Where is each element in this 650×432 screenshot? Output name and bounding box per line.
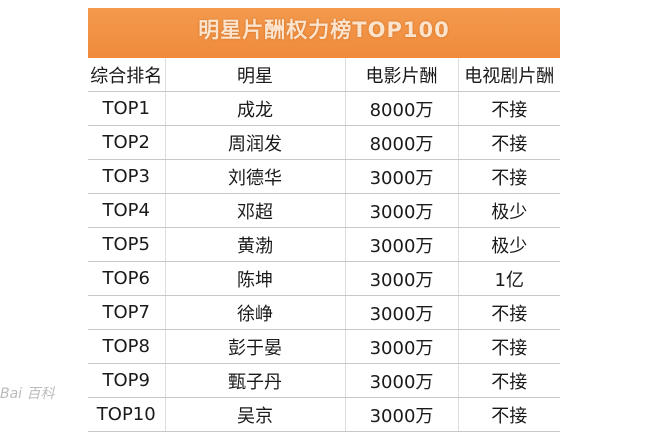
table-row: TOP4 邓超 3000万 极少: [88, 193, 560, 228]
table-row: TOP6 陈坤 3000万 1亿: [88, 261, 560, 296]
cell-movie-fee: 8000万: [344, 91, 458, 126]
cell-movie-fee: 8000万: [344, 125, 458, 160]
cell-star: 黄渤: [164, 227, 345, 262]
cell-tv-fee: 不接: [457, 397, 560, 432]
cell-tv-fee: 1亿: [457, 261, 560, 296]
table-row: TOP1 成龙 8000万 不接: [88, 91, 560, 126]
header-movie-fee: 电影片酬: [344, 58, 458, 92]
cell-rank: TOP7: [88, 295, 165, 330]
cell-tv-fee: 极少: [457, 193, 560, 228]
cell-rank: TOP8: [88, 329, 165, 364]
watermark: Bai 百科: [0, 386, 55, 402]
cell-tv-fee: 不接: [457, 91, 560, 126]
table-row: TOP3 刘德华 3000万 不接: [88, 159, 560, 194]
cell-star: 邓超: [164, 193, 345, 228]
cell-movie-fee: 3000万: [344, 261, 458, 296]
cell-tv-fee: 不接: [457, 329, 560, 364]
cell-star: 周润发: [164, 125, 345, 160]
ranking-table-container: 明星片酬权力榜TOP100 综合排名 明星 电影片酬 电视剧片酬 TOP1 成龙 8…: [88, 8, 560, 432]
cell-star: 成龙: [164, 91, 345, 126]
table-row: TOP8 彭于晏 3000万 不接: [88, 329, 560, 364]
cell-star: 徐峥: [164, 295, 345, 330]
cell-tv-fee: 不接: [457, 125, 560, 160]
cell-rank: TOP3: [88, 159, 165, 194]
header-star: 明星: [164, 58, 345, 92]
header-tv-fee: 电视剧片酬: [457, 58, 560, 92]
cell-tv-fee: 不接: [457, 363, 560, 398]
cell-star: 彭于晏: [164, 329, 345, 364]
cell-rank: TOP2: [88, 125, 165, 160]
table-row: TOP7 徐峥 3000万 不接: [88, 295, 560, 330]
cell-tv-fee: 不接: [457, 159, 560, 194]
cell-rank: TOP10: [88, 397, 165, 432]
cell-rank: TOP9: [88, 363, 165, 398]
table-row: TOP2 周润发 8000万 不接: [88, 125, 560, 160]
salary-table: 综合排名 明星 电影片酬 电视剧片酬 TOP1 成龙 8000万 不接 TOP2 周润发 8…: [88, 58, 560, 432]
table-row: TOP10 吴京 3000万 不接: [88, 397, 560, 432]
cell-rank: TOP5: [88, 227, 165, 262]
cell-star: 刘德华: [164, 159, 345, 194]
header-rank: 综合排名: [88, 58, 165, 92]
cell-rank: TOP1: [88, 91, 165, 126]
cell-movie-fee: 3000万: [344, 159, 458, 194]
table-title: 明星片酬权力榜TOP100: [88, 8, 560, 58]
table-row: TOP5 黄渤 3000万 极少: [88, 227, 560, 262]
cell-star: 甄子丹: [164, 363, 345, 398]
cell-star: 陈坤: [164, 261, 345, 296]
cell-movie-fee: 3000万: [344, 193, 458, 228]
cell-tv-fee: 不接: [457, 295, 560, 330]
cell-rank: TOP4: [88, 193, 165, 228]
header-row: 综合排名 明星 电影片酬 电视剧片酬: [88, 58, 560, 92]
cell-movie-fee: 3000万: [344, 329, 458, 364]
cell-star: 吴京: [164, 397, 345, 432]
cell-movie-fee: 3000万: [344, 363, 458, 398]
cell-movie-fee: 3000万: [344, 295, 458, 330]
cell-movie-fee: 3000万: [344, 227, 458, 262]
cell-movie-fee: 3000万: [344, 397, 458, 432]
cell-rank: TOP6: [88, 261, 165, 296]
table-row: TOP9 甄子丹 3000万 不接: [88, 363, 560, 398]
cell-tv-fee: 极少: [457, 227, 560, 262]
